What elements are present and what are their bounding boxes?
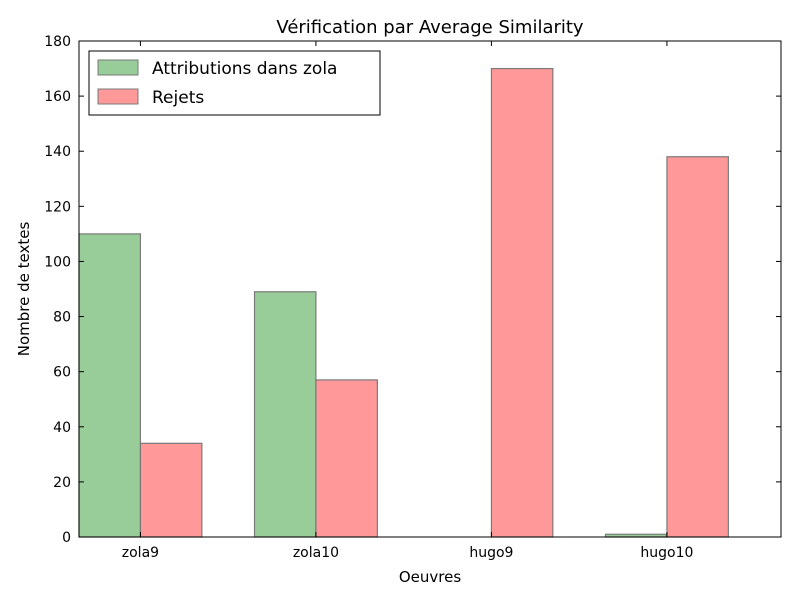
bar-rejets-hugo9 — [490, 67, 554, 538]
x-tick-label: hugo9 — [469, 545, 513, 561]
x-tick-label: zola10 — [293, 545, 339, 561]
legend-swatch-rejets — [97, 88, 139, 105]
y-tick-label: 20 — [53, 475, 71, 491]
x-tick-label: hugo10 — [640, 545, 693, 561]
x-tick-label: zola9 — [122, 545, 159, 561]
bars-layer — [78, 67, 729, 538]
bar-attributions-zola10 — [253, 291, 317, 538]
y-tick-label: 0 — [62, 530, 71, 546]
y-tick-label: 120 — [44, 199, 71, 215]
legend-label-rejets: Rejets — [152, 88, 204, 108]
bar-rejets-hugo10 — [666, 156, 729, 538]
y-tick-label: 100 — [44, 254, 71, 270]
y-tick-label: 60 — [53, 365, 71, 381]
y-tick-label: 80 — [53, 310, 71, 326]
x-axis-label: Oeuvres — [399, 568, 461, 586]
y-tick-label: 180 — [44, 34, 71, 50]
legend-swatch-attributions — [97, 59, 139, 76]
y-tick-label: 140 — [44, 144, 71, 160]
bar-rejets-zola10 — [315, 379, 378, 538]
legend-label-attributions: Attributions dans zola — [152, 59, 337, 79]
y-axis-label: Nombre de textes — [15, 222, 33, 357]
bar-rejets-zola9 — [139, 442, 203, 538]
plot-frame — [78, 40, 782, 538]
y-tick-label: 40 — [53, 420, 71, 436]
legend: Attributions dans zola Rejets — [88, 50, 381, 116]
y-tick-label: 160 — [44, 89, 71, 105]
chart-title: Vérification par Average Similarity — [276, 17, 584, 38]
ticks-layer: 0 20 40 60 80 100 120 140 160 180 zola9 zola10 hugo9… — [44, 34, 781, 561]
bar-attributions-zola9 — [78, 233, 142, 538]
